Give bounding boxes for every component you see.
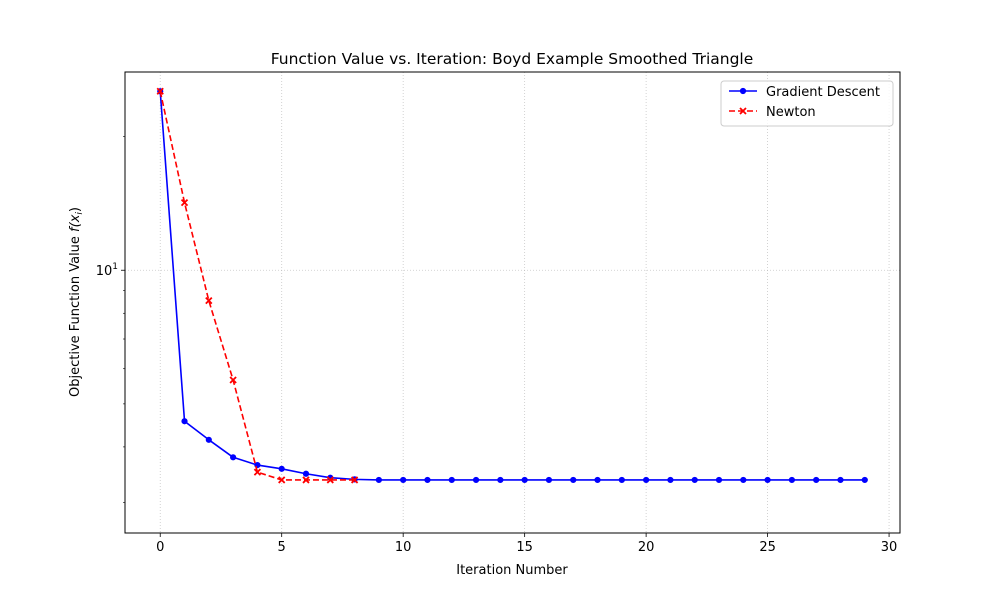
data-point xyxy=(180,198,189,207)
data-point xyxy=(181,418,188,425)
legend-label: Newton xyxy=(766,105,816,120)
series-1 xyxy=(156,87,359,484)
data-point xyxy=(205,436,212,443)
data-point xyxy=(278,465,285,472)
data-point xyxy=(594,476,601,484)
data-point xyxy=(229,376,237,384)
data-point xyxy=(350,476,359,484)
data-point xyxy=(764,476,771,484)
series-layer xyxy=(156,87,868,484)
data-point xyxy=(326,476,334,484)
data-point xyxy=(715,476,723,484)
y-axis-label-text: Objective Function Value xyxy=(68,232,83,397)
plot-frame xyxy=(124,71,901,534)
legend-box xyxy=(720,80,894,127)
data-point xyxy=(156,87,164,95)
y-axis-label-close: ) xyxy=(68,207,83,212)
data-point xyxy=(278,476,286,484)
data-point xyxy=(424,476,431,484)
x-tick-label: 25 xyxy=(759,540,776,555)
data-point xyxy=(740,476,747,484)
data-point xyxy=(497,476,504,484)
series-line xyxy=(159,91,355,481)
y-axis-label: Objective Function Value f(xi) xyxy=(68,207,85,397)
data-point xyxy=(375,476,382,484)
data-point xyxy=(302,470,310,477)
axes: 0 5 10 15 20 25 30 101 xyxy=(96,136,898,555)
legend-label: Gradient Descent xyxy=(766,85,880,100)
data-point xyxy=(861,476,868,484)
legend: Gradient Descent Newton xyxy=(720,80,894,127)
data-point xyxy=(788,476,795,484)
x-tick-label: 10 xyxy=(395,540,412,555)
legend-marker xyxy=(739,87,747,95)
data-point xyxy=(813,476,820,484)
y-axis-label-subscript: i xyxy=(75,212,85,215)
data-point xyxy=(545,476,553,484)
y-axis-label-math: f(x xyxy=(68,214,83,232)
data-point xyxy=(302,476,310,484)
data-point xyxy=(400,476,407,484)
data-point xyxy=(643,476,650,484)
data-point xyxy=(230,454,237,461)
y-tick-label: 101 xyxy=(96,262,118,279)
data-point xyxy=(667,476,674,484)
data-point xyxy=(253,468,262,476)
x-tick-label: 20 xyxy=(638,540,655,555)
data-point xyxy=(521,476,528,484)
x-axis-label: Iteration Number xyxy=(456,563,568,578)
data-point xyxy=(570,476,577,484)
data-point xyxy=(205,297,213,305)
data-point xyxy=(837,476,844,484)
grid xyxy=(125,72,900,533)
x-tick-label: 30 xyxy=(881,540,898,555)
data-point xyxy=(691,476,698,484)
data-point xyxy=(448,476,455,484)
data-point xyxy=(472,476,480,484)
data-point xyxy=(618,476,625,484)
x-tick-label: 15 xyxy=(516,540,533,555)
x-tick-label: 0 xyxy=(156,540,164,555)
legend-marker xyxy=(739,107,747,115)
chart-title: Function Value vs. Iteration: Boyd Examp… xyxy=(271,50,754,68)
x-tick-label: 5 xyxy=(278,540,286,555)
series-0 xyxy=(157,88,868,484)
series-line xyxy=(159,91,865,481)
